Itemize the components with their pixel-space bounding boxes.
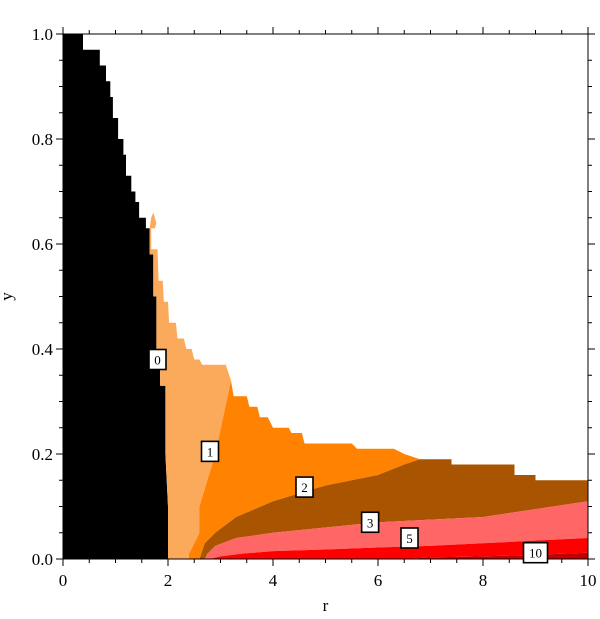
contour-label-box (295, 476, 314, 498)
region-level_5 (210, 538, 588, 559)
contour-label-text: 2 (301, 480, 308, 495)
contour-label-10: 10 (522, 541, 549, 564)
contour-label-5: 5 (400, 527, 419, 549)
x-tick-label: 2 (164, 571, 173, 590)
contour-label-text: 0 (154, 353, 161, 368)
contour-label-box (400, 527, 419, 549)
contour-label-2: 2 (295, 476, 314, 498)
x-tick-label: 8 (479, 571, 488, 590)
region-excluded (63, 34, 168, 559)
region-level_1 (189, 380, 420, 559)
contour-label-box (360, 511, 380, 534)
contour-label-text: 3 (367, 515, 374, 530)
y-tick-label: 0.0 (32, 550, 53, 569)
contour-regions (63, 34, 589, 559)
contour-labels: 0 1 2 3 5 10 (148, 348, 549, 564)
contour-label-3: 3 (360, 511, 380, 534)
contour-label-box (200, 440, 220, 463)
region-level_0 (149, 212, 231, 559)
contour-label-box (522, 541, 549, 564)
region-level_3 (204, 501, 589, 559)
y-tick-label: 0.4 (32, 340, 54, 359)
x-tick-label: 10 (580, 571, 597, 590)
y-axis-ticks: 0.0 0.2 0.4 0.6 0.8 1.0 (32, 25, 595, 569)
contour-label-text: 5 (406, 531, 413, 546)
x-tick-label: 6 (374, 571, 383, 590)
y-tick-label: 1.0 (32, 25, 53, 44)
y-tick-label: 0.2 (32, 445, 53, 464)
x-tick-label: 4 (269, 571, 278, 590)
contour-label-text: 1 (207, 444, 214, 459)
y-axis-label: y (0, 292, 16, 301)
y-tick-label: 0.8 (32, 130, 53, 149)
x-axis-label: r (323, 596, 329, 615)
contour-label-text: 10 (529, 546, 542, 561)
x-tick-label: 0 (59, 571, 68, 590)
contour-label-1: 1 (200, 440, 220, 463)
y-tick-label: 0.6 (32, 235, 53, 254)
region-level_2 (199, 459, 588, 559)
contour-label-0: 0 (148, 348, 167, 371)
x-axis-ticks: 0 2 4 6 8 10 (59, 27, 597, 590)
contour-label-box (148, 348, 167, 371)
